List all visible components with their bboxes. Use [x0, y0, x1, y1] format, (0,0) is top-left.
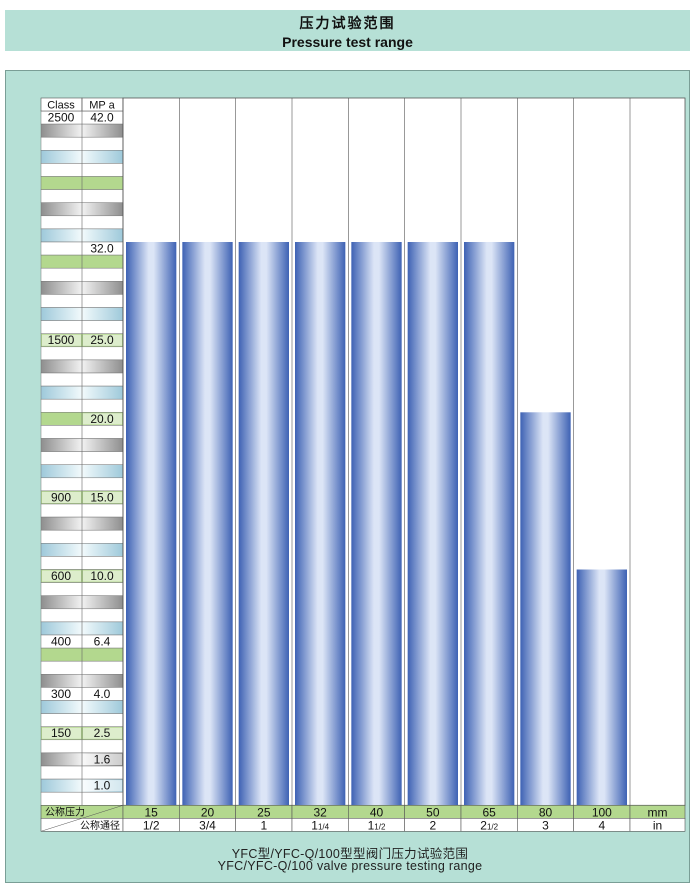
size-mm-label: 20 — [201, 805, 215, 819]
scale-label-bg — [83, 727, 122, 739]
size-in-label: 3/4 — [199, 818, 216, 832]
mpa-label: 4.0 — [94, 687, 111, 701]
pressure-bar-50 — [407, 242, 458, 806]
scale-label-bg — [83, 243, 122, 255]
row-label-nominal-diameter: 公称通径 — [80, 819, 120, 832]
scale-label-bg — [42, 334, 81, 346]
title-banner: 压力试验范围 Pressure test range — [5, 10, 690, 51]
pressure-bar-20 — [182, 242, 233, 806]
mpa-label: 42.0 — [90, 111, 114, 125]
size-mm-label: 50 — [426, 805, 440, 819]
size-mm-label: 80 — [539, 805, 553, 819]
size-in-label: 2 — [429, 818, 436, 832]
unit-in-label: in — [653, 818, 662, 832]
scale-label-bg — [83, 334, 122, 346]
scale-label-bg — [83, 688, 122, 700]
mpa-label: 1.6 — [94, 752, 111, 766]
size-mm-label: 32 — [313, 805, 327, 819]
row-label-diagonal — [40, 805, 124, 832]
scale-label-bg — [83, 112, 122, 124]
scale-label-bg — [83, 753, 122, 765]
pressure-bar-65 — [464, 242, 515, 806]
class-label: 1500 — [48, 333, 75, 347]
size-mm-label: 100 — [592, 805, 612, 819]
page-title-zh: 压力试验范围 — [299, 15, 396, 31]
mpa-label: 20.0 — [90, 412, 114, 426]
page-title-en: Pressure test range — [282, 34, 413, 50]
size-in-label: 1 — [260, 818, 267, 832]
size-in-label: 21/2 — [480, 818, 498, 832]
size-in-label: 1/2 — [143, 818, 160, 832]
class-label: 300 — [51, 687, 71, 701]
scale-label-bg — [83, 570, 122, 582]
mpa-label: 2.5 — [94, 726, 111, 740]
class-label: 600 — [51, 569, 71, 583]
mpa-label: 15.0 — [90, 490, 114, 504]
mpa-label: 1.0 — [94, 779, 111, 793]
mpa-label: 6.4 — [94, 635, 111, 649]
pressure-bar-32 — [295, 242, 346, 806]
mpa-label: 10.0 — [90, 569, 114, 583]
pressure-bar-40 — [351, 242, 402, 806]
size-in-label: 3 — [542, 818, 549, 832]
mpa-label: 25.0 — [90, 333, 114, 347]
class-label: 900 — [51, 490, 71, 504]
scale-label-bg — [42, 636, 81, 648]
scale-label-bg — [42, 112, 81, 124]
class-label: 150 — [51, 726, 71, 740]
scale-label-bg — [42, 688, 81, 700]
size-in-label: 11/2 — [368, 818, 386, 832]
pressure-bar-80 — [520, 412, 571, 806]
scale-label-bg — [42, 727, 81, 739]
scale-label-bg — [42, 491, 81, 503]
size-mm-label: 15 — [144, 805, 158, 819]
class-label: 400 — [51, 635, 71, 649]
size-cell-in — [629, 817, 686, 832]
row-label-nominal-pressure: 公称压力 — [45, 805, 85, 818]
scale-label-bg — [42, 570, 81, 582]
scale-header-class: Class — [47, 100, 75, 112]
size-mm-label: 25 — [257, 805, 271, 819]
pressure-bar-15 — [126, 242, 177, 806]
pressure-bar-25 — [238, 242, 289, 806]
scale-label-bg — [83, 780, 122, 792]
class-label: 2500 — [48, 111, 75, 125]
pressure-bar-100 — [576, 569, 627, 806]
caption-zh: YFC型/YFC-Q/100型型阀门压力试验范围 — [231, 847, 469, 861]
size-mm-label: 40 — [370, 805, 384, 819]
size-mm-label: 65 — [482, 805, 496, 819]
size-in-label: 4 — [598, 818, 605, 832]
scale-header-mpa: MP a — [89, 100, 115, 112]
mpa-label: 32.0 — [90, 242, 114, 256]
caption-en: YFC/YFC-Q/100 valve pressure testing ran… — [217, 859, 483, 873]
size-in-label: 11/4 — [311, 818, 329, 832]
scale-label-bg — [83, 491, 122, 503]
scale-label-bg — [83, 413, 122, 425]
scale-label-bg — [83, 636, 122, 648]
unit-mm-label: mm — [648, 805, 668, 819]
